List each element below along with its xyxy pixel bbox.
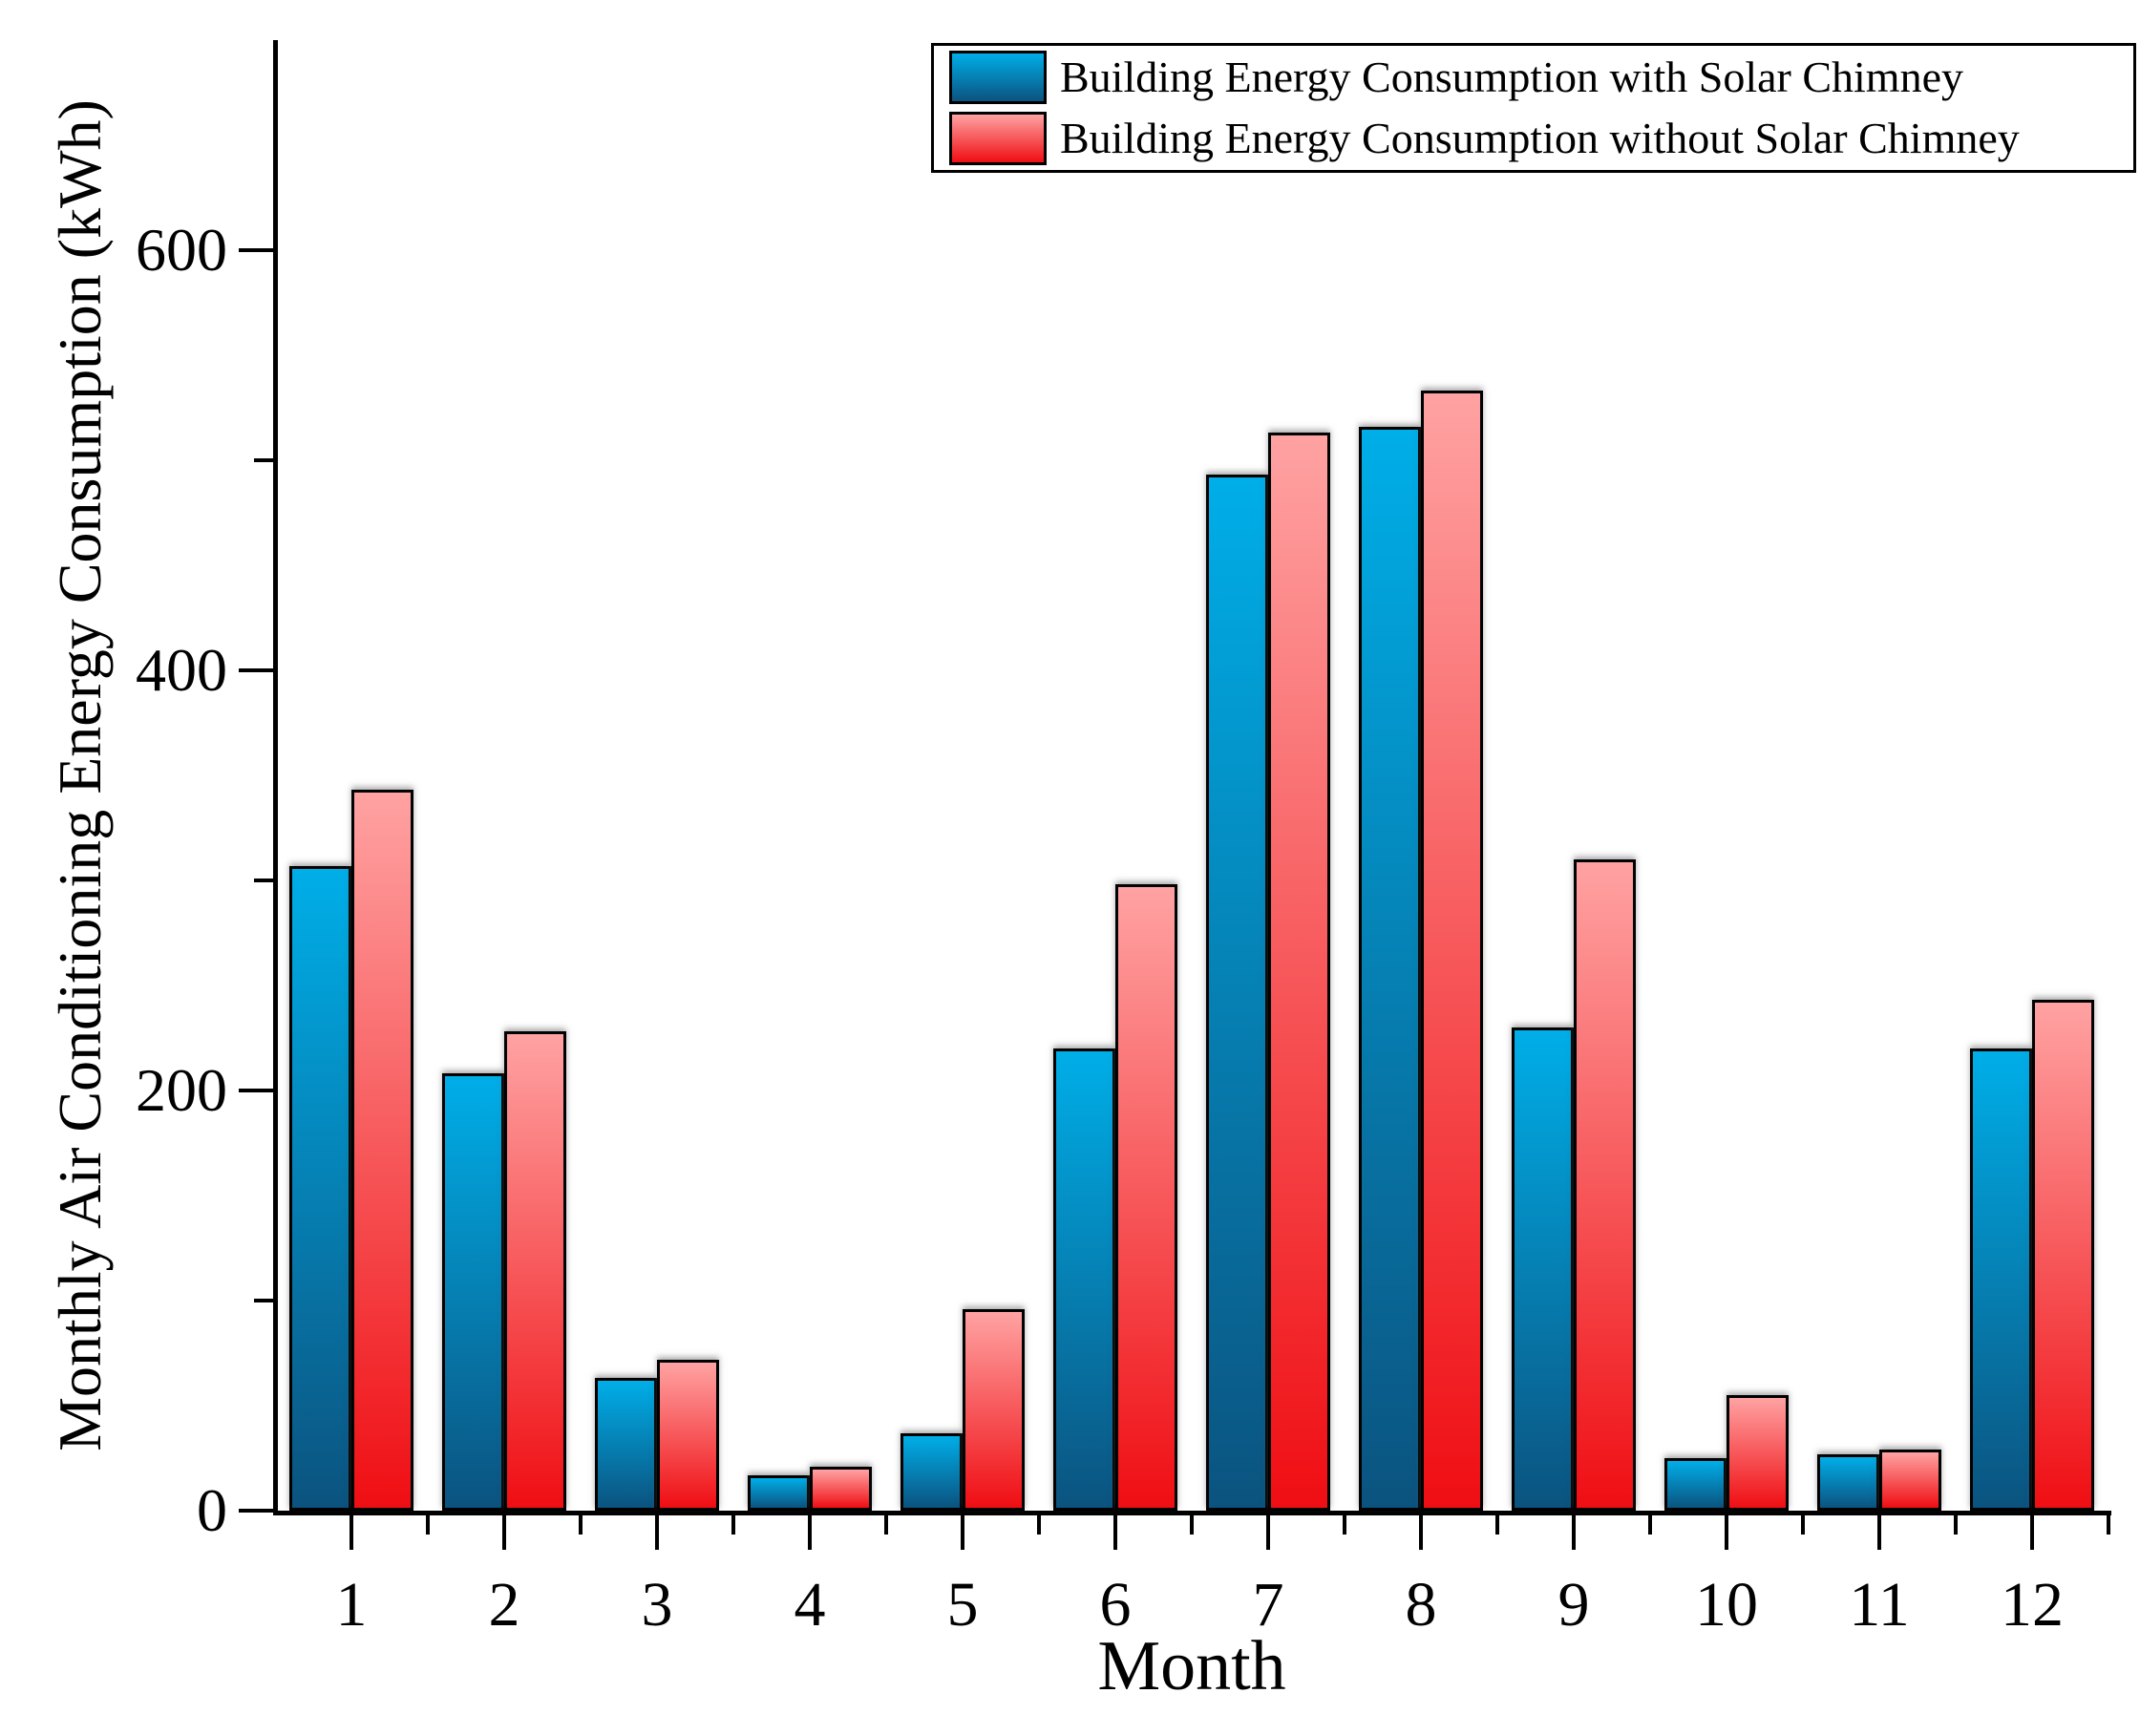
bar-with-solar-chimney-month-1: [289, 866, 351, 1511]
bar-with-solar-chimney-month-7: [1206, 475, 1268, 1511]
x-major-tick: [502, 1515, 506, 1550]
bar-without-solar-chimney-month-3: [657, 1360, 719, 1511]
x-minor-tick: [1954, 1515, 1958, 1535]
bar-with-solar-chimney-month-4: [748, 1475, 810, 1511]
bar-with-solar-chimney-month-10: [1664, 1458, 1727, 1511]
y-minor-tick: [254, 458, 273, 462]
x-tick-label: 8: [1405, 1570, 1437, 1640]
x-major-tick: [1725, 1515, 1728, 1550]
y-tick-label: 0: [197, 1476, 227, 1544]
x-major-tick: [655, 1515, 659, 1550]
x-minor-tick: [1648, 1515, 1652, 1535]
bar-without-solar-chimney-month-4: [810, 1467, 872, 1511]
y-tick-label: 200: [136, 1056, 227, 1124]
x-tick-label: 4: [794, 1570, 826, 1640]
bar-without-solar-chimney-month-11: [1879, 1450, 1941, 1511]
legend-item: Building Energy Consumption with Solar C…: [934, 48, 2133, 107]
legend-item: Building Energy Consumption without Sola…: [934, 109, 2133, 168]
x-tick-label: 11: [1849, 1570, 1910, 1640]
legend: Building Energy Consumption with Solar C…: [931, 43, 2136, 173]
x-major-tick: [808, 1515, 812, 1550]
x-axis-title: Month: [1097, 1627, 1286, 1705]
x-major-tick: [961, 1515, 964, 1550]
x-major-tick: [1113, 1515, 1117, 1550]
y-major-tick: [239, 1089, 273, 1092]
x-major-tick: [1877, 1515, 1881, 1550]
bar-with-solar-chimney-month-8: [1359, 427, 1421, 1511]
x-minor-tick: [1495, 1515, 1499, 1535]
x-tick-label: 10: [1695, 1570, 1758, 1640]
y-major-tick: [239, 668, 273, 672]
legend-label: Building Energy Consumption with Solar C…: [1060, 53, 1963, 101]
y-minor-tick: [254, 879, 273, 882]
bar-with-solar-chimney-month-12: [1970, 1048, 2032, 1511]
bar-without-solar-chimney-month-1: [351, 790, 413, 1511]
x-major-tick: [1572, 1515, 1576, 1550]
x-minor-tick: [1343, 1515, 1346, 1535]
x-minor-tick: [426, 1515, 430, 1535]
x-tick-label: 1: [335, 1570, 368, 1640]
y-axis-line: [273, 40, 278, 1515]
x-tick-label: 7: [1252, 1570, 1284, 1640]
bar-without-solar-chimney-month-6: [1115, 884, 1177, 1511]
bar-with-solar-chimney-month-11: [1817, 1454, 1879, 1511]
y-tick-label: 400: [136, 636, 227, 704]
x-axis-line: [273, 1511, 2111, 1515]
y-minor-tick: [254, 1299, 273, 1302]
x-tick-label: 2: [488, 1570, 520, 1640]
bar-without-solar-chimney-month-10: [1727, 1395, 1789, 1511]
x-tick-label: 12: [2001, 1570, 2064, 1640]
bar-without-solar-chimney-month-2: [504, 1031, 566, 1511]
x-tick-label: 3: [641, 1570, 673, 1640]
x-minor-tick: [1190, 1515, 1194, 1535]
bar-without-solar-chimney-month-7: [1268, 433, 1330, 1511]
bar-without-solar-chimney-month-9: [1574, 859, 1636, 1511]
legend-swatch-with-solar-chimney: [949, 51, 1047, 104]
bar-without-solar-chimney-month-5: [963, 1309, 1025, 1511]
legend-label: Building Energy Consumption without Sola…: [1060, 114, 2020, 162]
bar-with-solar-chimney-month-5: [900, 1433, 963, 1511]
bar-without-solar-chimney-month-8: [1421, 391, 1483, 1511]
x-minor-tick: [1037, 1515, 1041, 1535]
x-minor-tick: [1801, 1515, 1805, 1535]
x-tick-label: 5: [946, 1570, 979, 1640]
y-major-tick: [239, 1509, 273, 1513]
bar-with-solar-chimney-month-3: [595, 1378, 657, 1511]
plot-area: 0 200 400 600 1 2 3 4 5 6 7 8 9 10 11 12: [136, 40, 2111, 1639]
bar-with-solar-chimney-month-2: [442, 1073, 504, 1511]
x-minor-tick: [579, 1515, 583, 1535]
x-major-tick: [1266, 1515, 1270, 1550]
x-tick-label: 6: [1099, 1570, 1132, 1640]
x-minor-tick: [884, 1515, 888, 1535]
x-minor-tick: [731, 1515, 735, 1535]
legend-swatch-without-solar-chimney: [949, 112, 1047, 165]
y-tick-label: 600: [136, 216, 227, 284]
bar-with-solar-chimney-month-9: [1512, 1027, 1574, 1511]
x-major-tick: [1419, 1515, 1423, 1550]
x-major-tick: [350, 1515, 353, 1550]
y-major-tick: [239, 248, 273, 252]
bar-with-solar-chimney-month-6: [1053, 1048, 1115, 1511]
x-major-tick: [2030, 1515, 2034, 1550]
x-minor-tick: [2107, 1515, 2110, 1535]
x-tick-label: 9: [1557, 1570, 1590, 1640]
bar-without-solar-chimney-month-12: [2032, 1000, 2094, 1511]
